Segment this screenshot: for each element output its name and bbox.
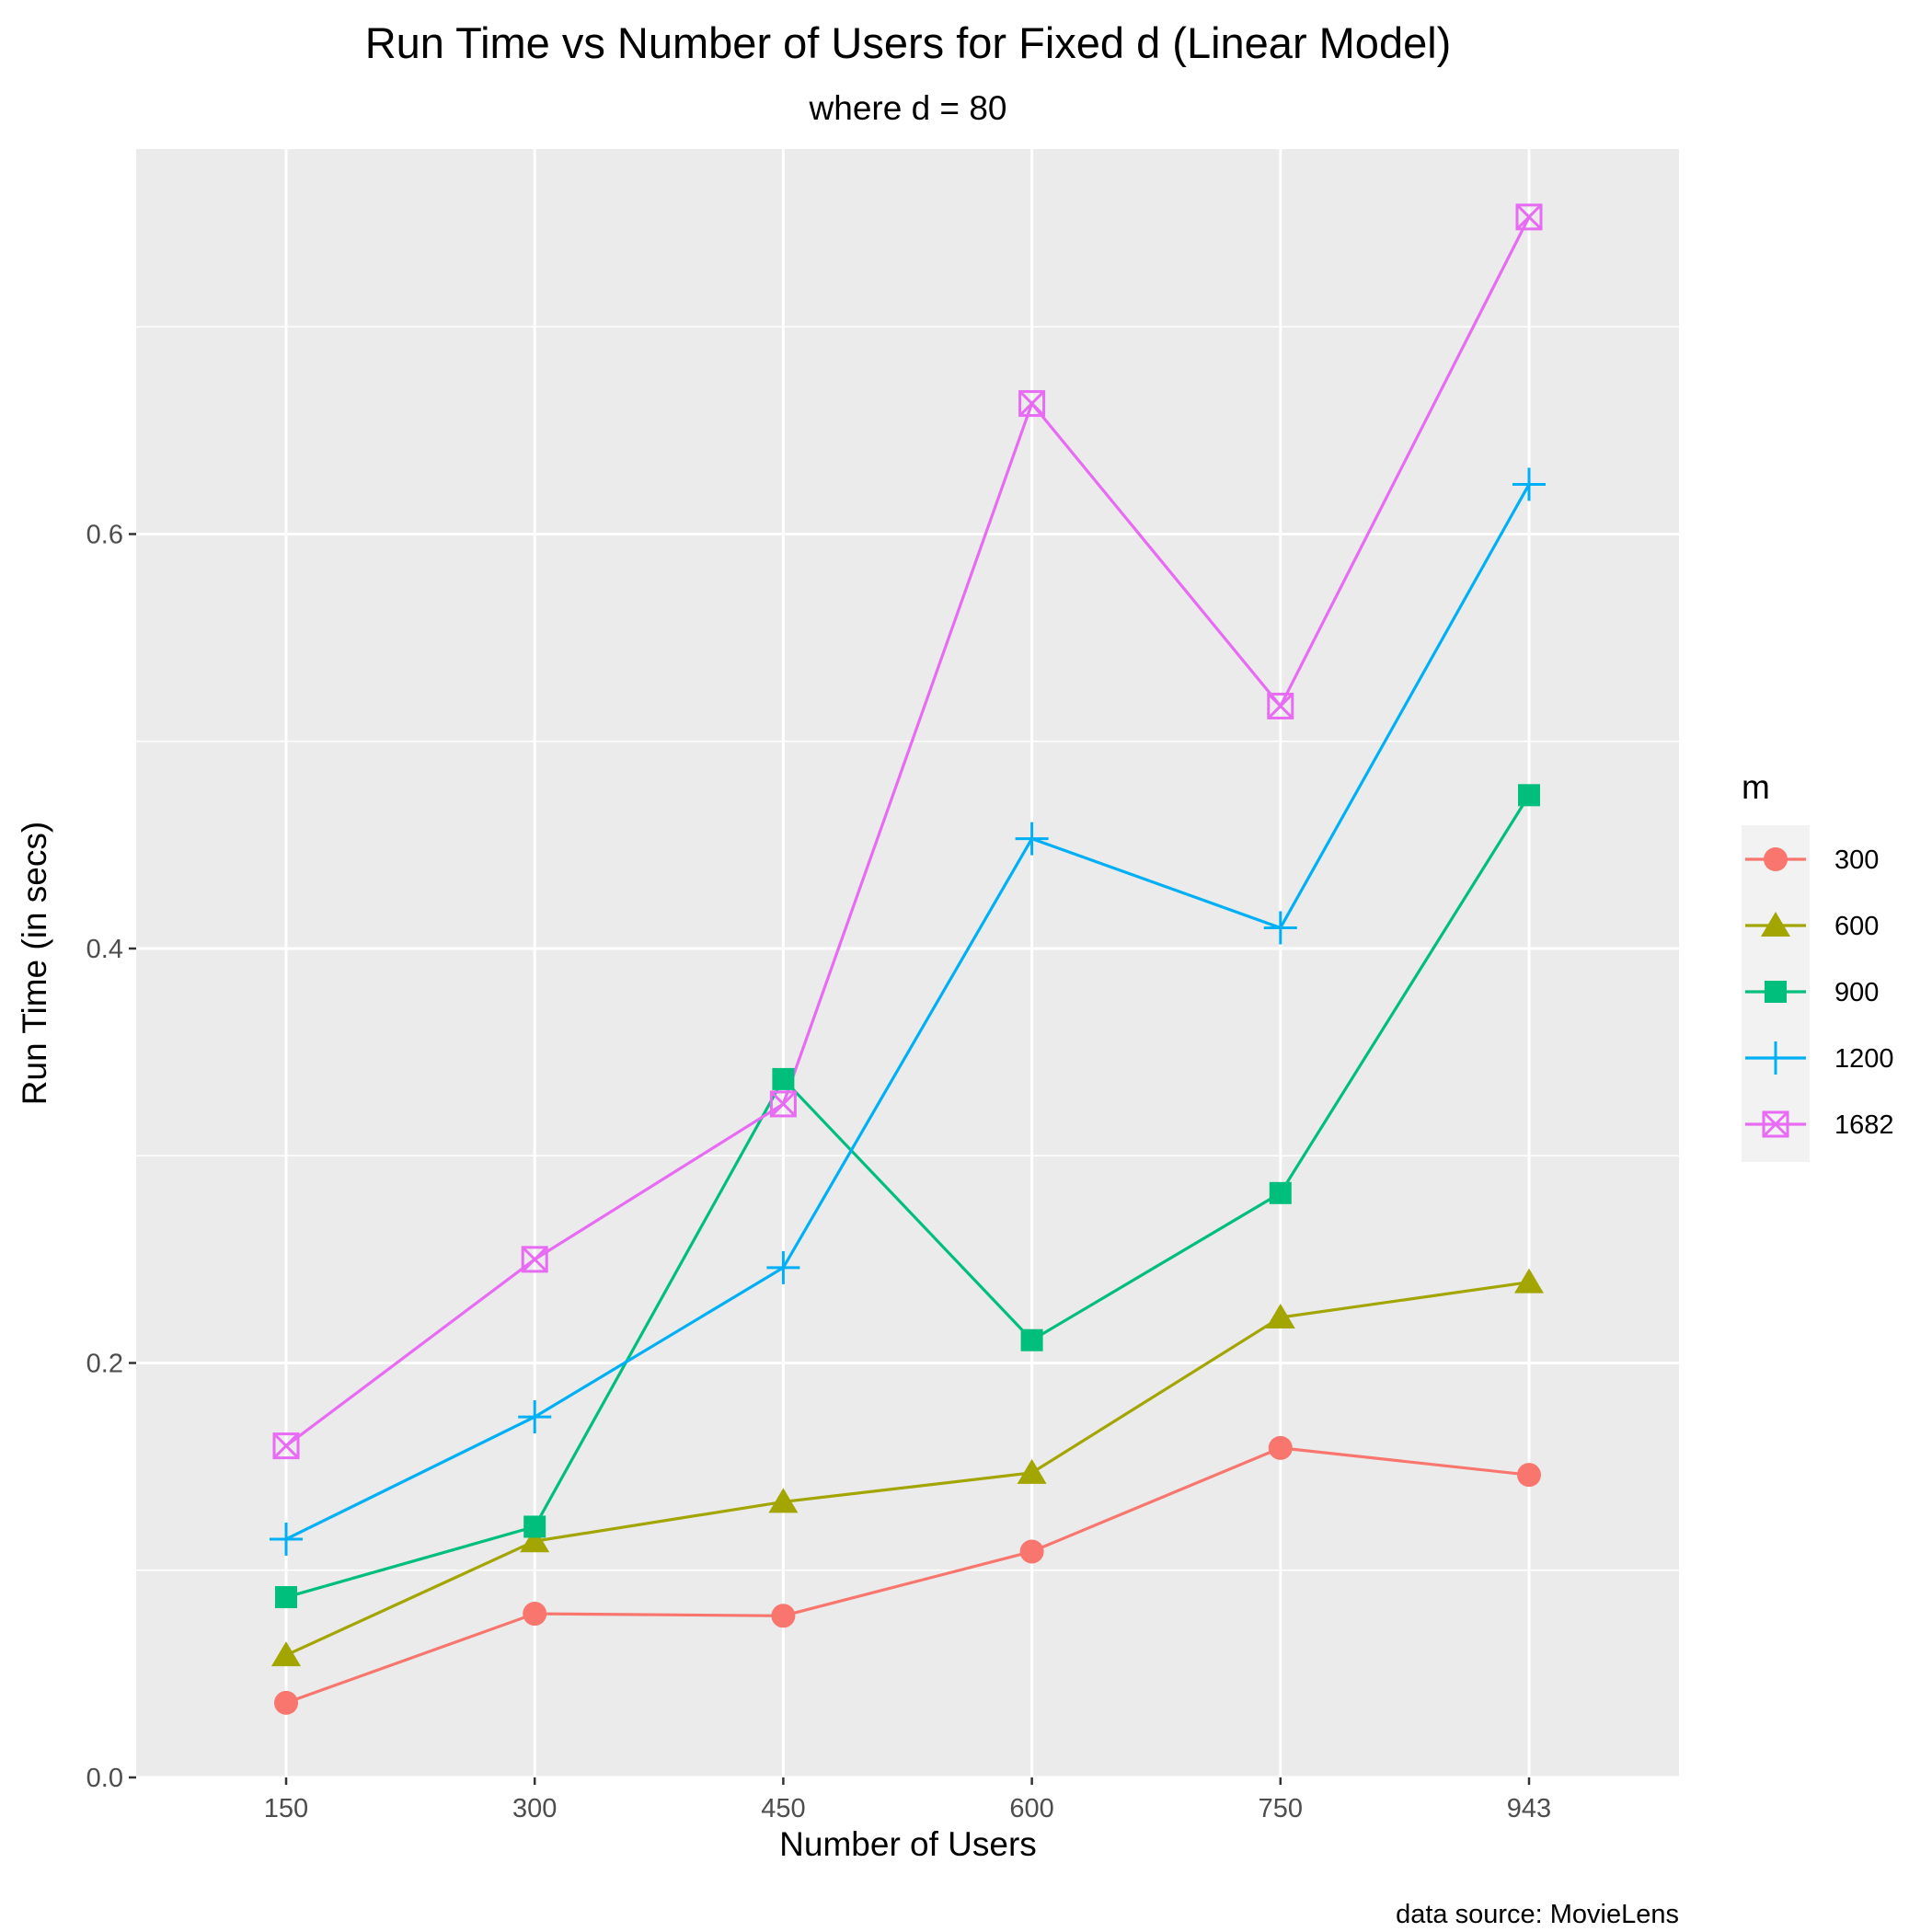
legend-key-marker: [1765, 981, 1787, 1003]
legend-item-300: 300: [1745, 845, 1879, 875]
data-point-1200-750: [1263, 911, 1297, 945]
legend-key-marker: [1764, 847, 1788, 871]
data-point-1200-943: [1512, 467, 1546, 501]
x-axis-title: Number of Users: [779, 1825, 1037, 1863]
y-tick-label: 0.0: [86, 1764, 123, 1793]
x-tick-label: 600: [1009, 1794, 1053, 1823]
series-line-1682: [285, 216, 1531, 1447]
y-tick-label: 0.6: [86, 521, 123, 550]
data-point-300-150: [274, 1690, 298, 1715]
legend-item-900: 900: [1745, 978, 1879, 1007]
y-axis-title: Run Time (in secs): [16, 822, 53, 1105]
x-axis: 150 300 450 600 750 943: [264, 1777, 1551, 1823]
legend-label: 300: [1834, 845, 1879, 875]
series-lines: [285, 216, 1531, 1705]
data-point-900-300: [523, 1515, 546, 1538]
chart-title: Run Time vs Number of Users for Fixed d …: [365, 18, 1452, 67]
data-point-600-600: [1017, 1458, 1047, 1484]
legend-label: 1200: [1834, 1044, 1894, 1074]
data-point-600-943: [1514, 1268, 1544, 1294]
chart-subtitle: where d = 80: [809, 89, 1007, 127]
y-axis: 0.0 0.2 0.4 0.6: [86, 521, 136, 1793]
y-tick-label: 0.4: [86, 935, 123, 964]
x-tick-label: 450: [761, 1794, 805, 1823]
legend-item-1200: 1200: [1745, 1041, 1894, 1075]
data-point-1200-150: [270, 1522, 303, 1556]
data-point-1200-450: [766, 1250, 800, 1284]
data-point-900-450: [772, 1067, 795, 1090]
legend-label: 600: [1834, 912, 1879, 941]
legend-key-marker: [1761, 912, 1790, 937]
x-tick-label: 300: [512, 1794, 557, 1823]
data-point-1682-750: [1267, 692, 1294, 719]
legend-title: m: [1742, 768, 1770, 806]
grid-minor: [136, 326, 1679, 1571]
data-point-900-750: [1269, 1181, 1292, 1204]
data-point-300-750: [1268, 1435, 1293, 1460]
legend-key-marker: [1759, 1041, 1792, 1075]
legend: m 300 600 900 1200 1682: [1742, 768, 1894, 1162]
data-point-1200-600: [1015, 822, 1049, 856]
data-point-300-943: [1517, 1463, 1541, 1488]
series-line-600: [285, 1281, 1530, 1657]
data-point-300-300: [523, 1602, 547, 1627]
data-point-300-450: [771, 1604, 796, 1628]
data-point-1682-150: [272, 1432, 300, 1460]
data-point-1682-600: [1018, 390, 1046, 418]
data-point-1682-300: [521, 1246, 548, 1273]
data-point-300-600: [1019, 1539, 1044, 1564]
data-point-900-150: [275, 1586, 297, 1609]
series-line-1200: [285, 483, 1531, 1541]
x-tick-label: 150: [264, 1794, 308, 1823]
data-point-600-300: [520, 1527, 550, 1553]
data-point-600-450: [768, 1488, 799, 1513]
legend-label: 900: [1834, 978, 1879, 1007]
data-point-1682-450: [769, 1090, 797, 1118]
legend-item-1682: 1682: [1745, 1110, 1894, 1140]
data-point-600-150: [271, 1641, 301, 1667]
data-point-1682-943: [1515, 203, 1543, 231]
data-point-600-750: [1265, 1303, 1295, 1328]
chart-caption: data source: MovieLens: [1396, 1900, 1679, 1929]
legend-label: 1682: [1834, 1110, 1894, 1140]
series-points: [270, 203, 1546, 1715]
legend-key-marker: [1762, 1110, 1789, 1138]
data-point-900-943: [1518, 784, 1540, 807]
legend-items: 300 600 900 1200 1682: [1745, 845, 1894, 1140]
y-tick-label: 0.2: [86, 1350, 123, 1379]
x-tick-label: 943: [1507, 1794, 1551, 1823]
data-point-900-600: [1020, 1328, 1043, 1351]
plot-panel: [136, 149, 1679, 1777]
series-line-900: [285, 794, 1531, 1599]
data-point-1200-300: [518, 1400, 552, 1434]
grid-major: [136, 149, 1679, 1779]
legend-item-600: 600: [1745, 912, 1879, 941]
x-tick-label: 750: [1259, 1794, 1303, 1823]
series-line-300: [285, 1446, 1530, 1705]
